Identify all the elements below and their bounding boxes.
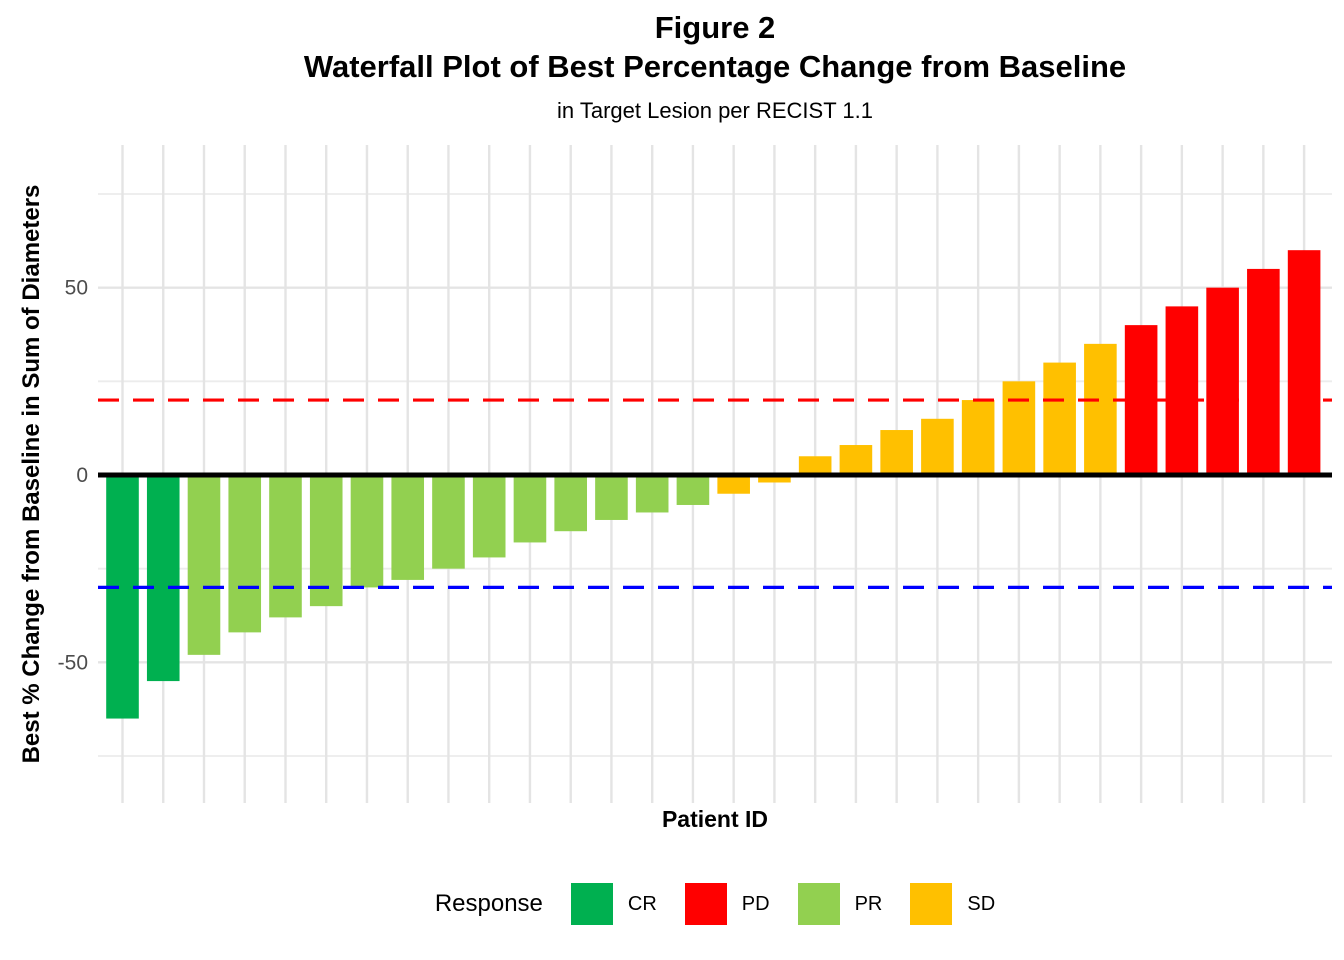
waterfall-bar-29 [1247, 268, 1280, 475]
chart-subtitle: in Target Lesion per RECIST 1.1 [557, 98, 873, 124]
waterfall-bar-21 [921, 418, 954, 475]
legend-item-pd: PD [684, 883, 770, 925]
waterfall-bar-16 [717, 475, 750, 494]
legend-swatch-pd [684, 883, 727, 925]
figure-label: Figure 2 [654, 10, 776, 45]
waterfall-bar-28 [1206, 287, 1239, 475]
legend-title: Response [434, 890, 543, 917]
waterfall-bar-20 [880, 430, 913, 475]
waterfall-bar-4 [228, 475, 262, 633]
legend-item-cr: CR [570, 883, 657, 925]
title-block: Figure 2 Waterfall Plot of Best Percenta… [98, 10, 1332, 124]
legend-item-sd: SD [910, 883, 995, 925]
waterfall-bar-6 [309, 475, 343, 607]
waterfall-bar-23 [1002, 381, 1036, 475]
chart-title: Waterfall Plot of Best Percentage Change… [303, 48, 1127, 84]
waterfall-bar-1 [106, 475, 139, 719]
waterfall-bar-18 [798, 456, 832, 475]
x-axis-title: Patient ID [661, 806, 769, 832]
waterfall-bar-10 [472, 475, 506, 558]
waterfall-bar-27 [1165, 306, 1199, 475]
waterfall-bar-9 [432, 475, 465, 569]
waterfall-bar-25 [1084, 343, 1117, 475]
legend-swatch-pr [797, 883, 840, 925]
waterfall-bar-14 [635, 475, 669, 513]
waterfall-bar-11 [513, 475, 547, 543]
waterfall-bar-2 [146, 475, 180, 682]
legend-label-pr: PR [854, 892, 883, 915]
legend-item-pr: PR [797, 883, 883, 925]
waterfall-bar-13 [595, 475, 628, 520]
waterfall-bar-3 [187, 475, 221, 655]
waterfall-bar-5 [269, 475, 302, 618]
y-tick-label: -50 [58, 651, 88, 674]
legend: Response CR PD PR SD [98, 883, 1332, 925]
waterfall-bar-30 [1287, 250, 1321, 475]
legend-swatch-cr [570, 883, 613, 925]
legend-label-pd: PD [741, 892, 770, 915]
waterfall-bar-17 [758, 475, 791, 483]
y-tick-label: 0 [76, 464, 88, 487]
y-tick-label: 50 [65, 277, 88, 300]
waterfall-bar-8 [391, 475, 425, 580]
waterfall-bar-12 [554, 475, 587, 532]
waterfall-bar-7 [350, 475, 384, 588]
waterfall-bar-19 [839, 445, 873, 475]
waterfall-bar-24 [1043, 362, 1076, 475]
waterfall-bar-22 [961, 400, 995, 475]
waterfall-bar-15 [676, 475, 710, 505]
legend-label-cr: CR [627, 892, 657, 915]
legend-label-sd: SD [967, 892, 996, 915]
legend-swatch-sd [910, 883, 953, 925]
